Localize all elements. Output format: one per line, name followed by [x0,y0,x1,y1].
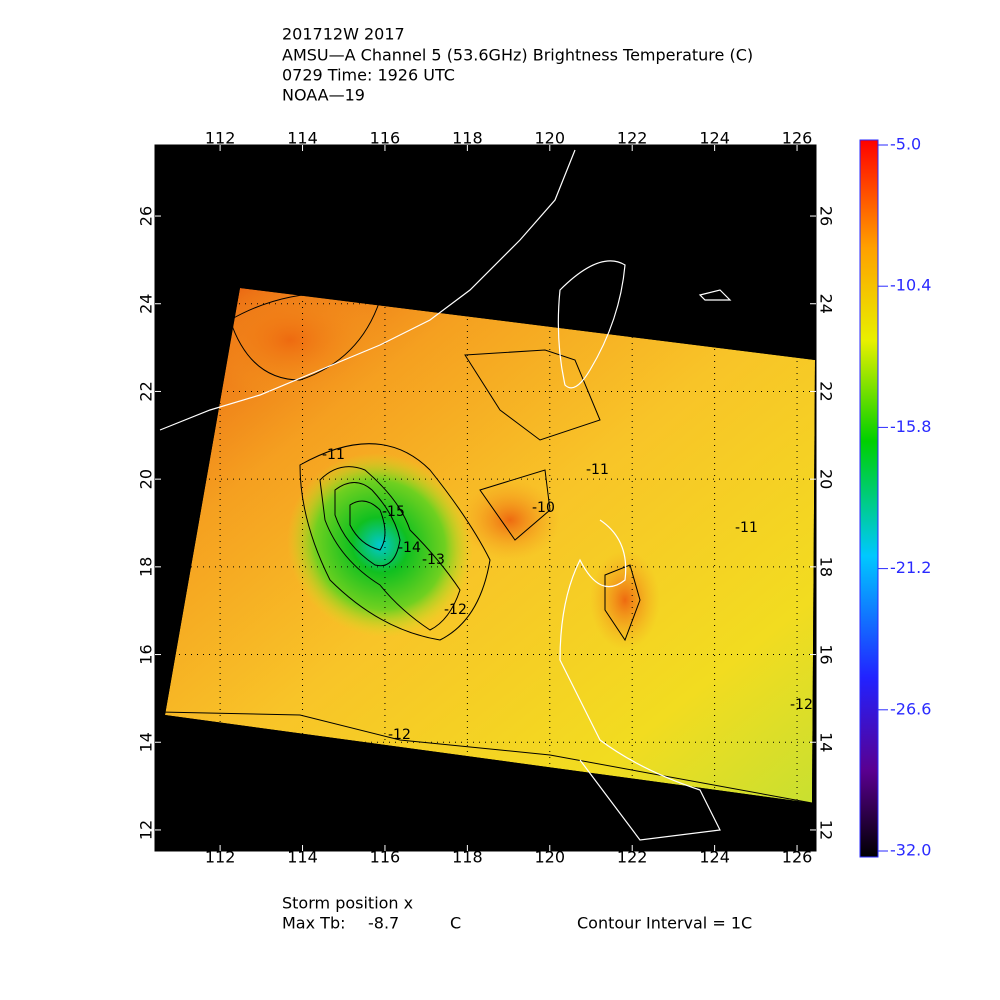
max-tb-unit: C [450,914,461,933]
x-tick-label: 112 [205,129,236,148]
y-tick-label: 24 [137,294,156,314]
title-line: AMSU—A Channel 5 (53.6GHz) Brightness Te… [282,46,753,65]
y-tick-label: 24 [817,294,836,314]
title-line: NOAA—19 [282,86,365,105]
contour-label: -14 [398,540,421,556]
colorbar-tick-label: -15.8 [890,417,931,436]
contour-label: -12 [388,727,411,743]
swath [165,288,815,803]
colorbar-tick-label: -21.2 [890,558,931,577]
y-tick-label: 22 [137,381,156,401]
axes: 112 112 114 114 116 116 118 118 120 120 122 122 124 1… [137,129,836,867]
y-tick-label: 18 [817,557,836,577]
x-tick-label: 120 [535,848,566,867]
colorbar-tick-label: -26.6 [890,699,931,718]
footer: Storm position x Max Tb: -8.7 C Contour … [282,894,752,933]
x-tick-label: 120 [535,129,566,148]
x-tick-label: 112 [205,848,236,867]
y-tick-label: 14 [137,732,156,752]
storm-position: Storm position x [282,894,413,913]
y-tick-label: 12 [137,820,156,840]
y-tick-label: 22 [817,381,836,401]
y-tick-label: 16 [817,644,836,664]
x-tick-label: 118 [452,129,483,148]
y-tick-label: 26 [137,206,156,226]
title: 201712W 2017 AMSU—A Channel 5 (53.6GHz) … [282,25,753,105]
coastline [159,149,732,841]
y-tick-label: 16 [137,644,156,664]
y-tick-label: 12 [817,820,836,840]
title-line: 201712W 2017 [282,25,405,44]
x-tick-label: 122 [617,129,648,148]
contour-label: -12 [444,602,467,618]
y-tick-label: 26 [817,206,836,226]
x-tick-label: 114 [287,848,318,867]
contour-label: -11 [735,520,758,536]
contour-label: -10 [532,500,555,516]
y-tick-label: 20 [817,469,836,489]
contour-labels: -11 -15 -14 -13 -12 -10 -11 -11 -12 -12 [322,447,813,743]
contour-label: -13 [422,552,445,568]
x-tick-label: 118 [452,848,483,867]
colorbar-ticks: -5.0 -10.4 -15.8 -21.2 -26.6 -32.0 [878,135,931,860]
max-tb-value: -8.7 [368,914,399,933]
colorbar-tick-label: -32.0 [890,841,931,860]
x-tick-label: 126 [782,129,813,148]
x-tick-label: 124 [699,848,730,867]
x-tick-label: 116 [370,129,401,148]
contour-interval: Contour Interval = 1C [577,914,752,933]
contour-label: -11 [586,462,609,478]
max-tb-label: Max Tb: [282,914,345,933]
x-tick-label: 122 [617,848,648,867]
colorbar-tick-label: -10.4 [890,276,931,295]
y-tick-label: 18 [137,557,156,577]
x-tick-label: 114 [287,129,318,148]
title-line: 0729 Time: 1926 UTC [282,66,455,85]
colorbar-tick-label: -5.0 [890,135,921,154]
y-tick-label: 20 [137,469,156,489]
contour-label: -12 [790,697,813,713]
x-tick-label: 126 [782,848,813,867]
contour-label: -15 [382,504,405,520]
x-tick-label: 116 [370,848,401,867]
contour-label: -11 [322,447,345,463]
colorbar [859,139,879,858]
x-tick-label: 124 [699,129,730,148]
contours [159,292,813,804]
y-tick-label: 14 [817,732,836,752]
